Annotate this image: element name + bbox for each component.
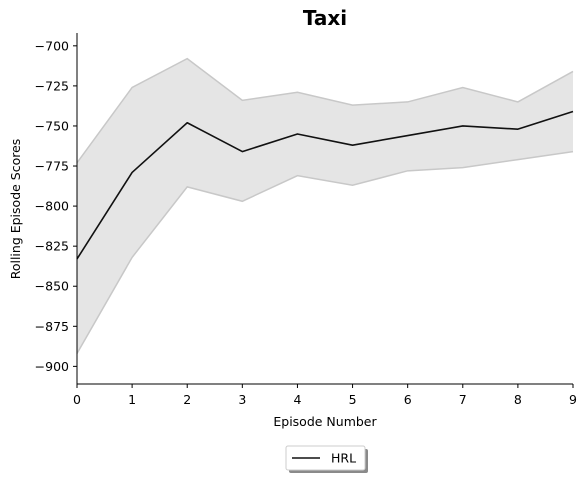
- x-tick-label: 0: [73, 392, 81, 407]
- x-tick-label: 2: [183, 392, 191, 407]
- y-tick-label: −725: [35, 78, 69, 93]
- series-line-layer: [76, 110, 574, 260]
- y-tick-label: −875: [35, 319, 69, 334]
- legend-box: [285, 445, 366, 471]
- y-tick-label: −750: [35, 118, 69, 133]
- y-axis-title: Rolling Episode Scores: [8, 139, 23, 280]
- y-tick-label: −800: [35, 199, 69, 214]
- x-tick-label: 3: [238, 392, 246, 407]
- band-lower-edge: [76, 150, 574, 354]
- legend: HRL: [285, 445, 368, 473]
- x-tick-label: 1: [128, 392, 136, 407]
- x-tick-label: 9: [569, 392, 577, 407]
- x-tick-label: 7: [459, 392, 467, 407]
- confidence-band: [77, 58, 573, 354]
- y-tick-label: −850: [35, 279, 69, 294]
- y-tick-label: −825: [35, 239, 69, 254]
- band-upper-edge: [76, 57, 574, 164]
- axes: 0 1 2 3 4 5 6 7 8 9 −700 −725 −750 −775 −800 −825 −850 −8…: [35, 33, 577, 407]
- y-tick-label: −900: [35, 359, 69, 374]
- x-tick-label: 5: [349, 392, 357, 407]
- chart-title: Taxi: [303, 6, 347, 30]
- legend-label: HRL: [331, 451, 356, 466]
- confidence-band-layer: [76, 57, 574, 354]
- x-tick-label: 6: [404, 392, 412, 407]
- x-tick-label: 4: [293, 392, 301, 407]
- series-line-hrl: [76, 110, 574, 260]
- x-axis-title: Episode Number: [273, 414, 377, 429]
- y-tick-label: −775: [35, 159, 69, 174]
- y-tick-label: −700: [35, 38, 69, 53]
- x-tick-label: 8: [514, 392, 522, 407]
